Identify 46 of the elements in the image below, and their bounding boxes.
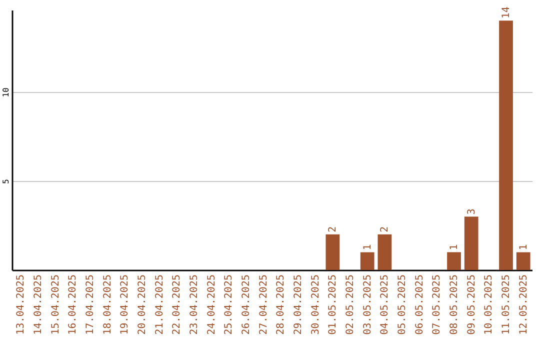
bar — [464, 216, 478, 270]
x-tick-label: 07.05.2025 — [432, 274, 443, 335]
x-tick-label: 14.04.2025 — [33, 274, 44, 335]
x-tick-label: 22.04.2025 — [172, 274, 183, 335]
x-tick-label: 08.05.2025 — [449, 274, 460, 335]
x-tick-label: 16.04.2025 — [68, 274, 79, 335]
y-tick-label: 5 — [2, 178, 10, 184]
x-tick-label: 19.04.2025 — [120, 274, 131, 335]
data-label: 1 — [518, 244, 530, 250]
data-label: 2 — [328, 226, 339, 232]
x-tick-label: 30.04.2025 — [310, 274, 322, 335]
data-label: 2 — [380, 226, 391, 232]
bar — [378, 234, 392, 270]
data-label: 1 — [449, 244, 460, 250]
x-tick-label: 11.05.2025 — [501, 274, 512, 335]
bar — [326, 234, 340, 270]
x-tick-label: 17.04.2025 — [85, 274, 96, 335]
data-label: 14 — [501, 6, 512, 19]
x-tick-label: 09.05.2025 — [466, 274, 478, 335]
x-tick-label: 26.04.2025 — [241, 274, 252, 335]
x-tick-label: 12.05.2025 — [518, 274, 530, 335]
x-tick-label: 04.05.2025 — [380, 274, 391, 335]
bar — [499, 20, 513, 270]
x-tick-label: 03.05.2025 — [362, 274, 374, 335]
x-tick-label: 05.05.2025 — [397, 274, 408, 335]
x-tick-label: 10.05.2025 — [484, 274, 495, 335]
bar — [360, 252, 374, 270]
bar — [516, 252, 530, 270]
x-tick-label: 06.05.2025 — [414, 274, 426, 335]
x-tick-label: 18.04.2025 — [102, 274, 114, 335]
x-tick-label: 27.04.2025 — [258, 274, 270, 335]
bar — [447, 252, 461, 270]
x-tick-label: 01.05.2025 — [328, 274, 339, 335]
x-tick-label: 15.04.2025 — [50, 274, 62, 335]
x-tick-label: 21.04.2025 — [154, 274, 166, 335]
x-tick-label: 13.04.2025 — [16, 274, 27, 335]
y-tick-label: 10 — [2, 87, 10, 98]
x-tick-label: 25.04.2025 — [224, 274, 235, 335]
x-tick-label: 23.04.2025 — [189, 274, 200, 335]
x-tick-label: 20.04.2025 — [137, 274, 148, 335]
data-label: 3 — [466, 208, 478, 215]
x-tick-label: 02.05.2025 — [345, 274, 356, 335]
x-tick-label: 29.04.2025 — [293, 274, 304, 335]
x-tick-label: 24.04.2025 — [206, 274, 218, 335]
x-tick-label: 28.04.2025 — [276, 274, 287, 335]
data-label: 1 — [362, 244, 374, 250]
